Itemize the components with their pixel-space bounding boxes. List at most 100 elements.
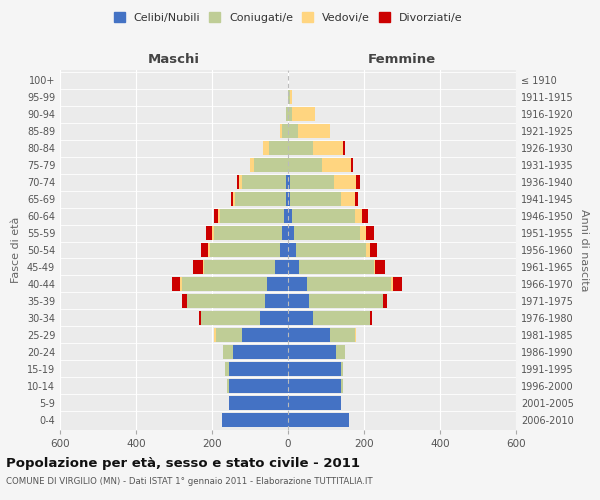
- Bar: [366, 226, 373, 240]
- Bar: [290, 90, 292, 104]
- Bar: [288, 311, 313, 325]
- Bar: [216, 328, 242, 342]
- Bar: [341, 192, 355, 206]
- Text: COMUNE DI VIRGILIO (MN) - Dati ISTAT 1° gennaio 2011 - Elaborazione TUTTITALIA.I: COMUNE DI VIRGILIO (MN) - Dati ISTAT 1° …: [6, 478, 373, 486]
- Bar: [290, 175, 334, 189]
- Bar: [205, 260, 275, 274]
- Bar: [206, 226, 212, 240]
- Bar: [214, 226, 283, 240]
- Bar: [288, 226, 294, 240]
- Bar: [288, 209, 292, 223]
- Bar: [284, 209, 288, 223]
- Bar: [288, 175, 290, 189]
- Bar: [341, 362, 343, 376]
- Bar: [254, 158, 288, 172]
- Bar: [322, 158, 350, 172]
- Bar: [280, 243, 288, 257]
- Bar: [265, 294, 288, 308]
- Bar: [214, 209, 218, 223]
- Bar: [236, 175, 239, 189]
- Bar: [229, 379, 288, 393]
- Bar: [292, 107, 314, 121]
- Bar: [288, 379, 341, 393]
- Bar: [288, 124, 298, 138]
- Bar: [210, 243, 280, 257]
- Bar: [288, 90, 290, 104]
- Bar: [280, 124, 283, 138]
- Text: Popolazione per età, sesso e stato civile - 2011: Popolazione per età, sesso e stato civil…: [6, 458, 360, 470]
- Bar: [288, 107, 292, 121]
- Bar: [283, 226, 288, 240]
- Bar: [218, 209, 220, 223]
- Bar: [250, 158, 254, 172]
- Bar: [199, 311, 200, 325]
- Bar: [242, 175, 286, 189]
- Bar: [286, 192, 288, 206]
- Bar: [229, 362, 288, 376]
- Bar: [288, 362, 341, 376]
- Bar: [392, 277, 402, 291]
- Bar: [288, 260, 299, 274]
- Bar: [286, 107, 288, 121]
- Bar: [288, 345, 335, 359]
- Bar: [288, 396, 341, 410]
- Bar: [298, 124, 330, 138]
- Legend: Celibi/Nubili, Coniugati/e, Vedovi/e, Divorziati/e: Celibi/Nubili, Coniugati/e, Vedovi/e, Di…: [109, 8, 467, 28]
- Bar: [313, 311, 370, 325]
- Bar: [376, 260, 385, 274]
- Bar: [334, 175, 356, 189]
- Bar: [288, 141, 313, 155]
- Bar: [180, 277, 182, 291]
- Bar: [362, 209, 368, 223]
- Bar: [182, 277, 267, 291]
- Bar: [355, 209, 362, 223]
- Bar: [313, 141, 343, 155]
- Bar: [187, 294, 265, 308]
- Bar: [288, 413, 349, 427]
- Bar: [239, 175, 242, 189]
- Bar: [221, 413, 288, 427]
- Bar: [355, 328, 356, 342]
- Bar: [200, 311, 260, 325]
- Bar: [335, 345, 345, 359]
- Bar: [288, 158, 322, 172]
- Bar: [341, 379, 343, 393]
- Bar: [214, 328, 216, 342]
- Text: Femmine: Femmine: [368, 53, 436, 66]
- Bar: [288, 192, 290, 206]
- Bar: [283, 124, 288, 138]
- Bar: [370, 243, 377, 257]
- Bar: [343, 141, 345, 155]
- Bar: [350, 158, 353, 172]
- Bar: [294, 226, 360, 240]
- Bar: [263, 141, 269, 155]
- Bar: [200, 243, 208, 257]
- Bar: [391, 277, 392, 291]
- Bar: [193, 260, 203, 274]
- Bar: [275, 260, 288, 274]
- Bar: [373, 260, 376, 274]
- Bar: [288, 328, 330, 342]
- Bar: [355, 192, 358, 206]
- Bar: [299, 260, 373, 274]
- Bar: [223, 345, 233, 359]
- Bar: [360, 226, 366, 240]
- Bar: [172, 277, 180, 291]
- Bar: [242, 328, 288, 342]
- Bar: [286, 175, 288, 189]
- Bar: [356, 175, 360, 189]
- Y-axis label: Anni di nascita: Anni di nascita: [579, 209, 589, 291]
- Bar: [288, 277, 307, 291]
- Bar: [309, 294, 383, 308]
- Bar: [226, 362, 229, 376]
- Bar: [220, 209, 284, 223]
- Bar: [260, 311, 288, 325]
- Bar: [231, 192, 233, 206]
- Bar: [203, 260, 205, 274]
- Bar: [288, 243, 296, 257]
- Bar: [233, 345, 288, 359]
- Bar: [307, 277, 391, 291]
- Bar: [330, 328, 355, 342]
- Bar: [292, 209, 355, 223]
- Bar: [296, 243, 366, 257]
